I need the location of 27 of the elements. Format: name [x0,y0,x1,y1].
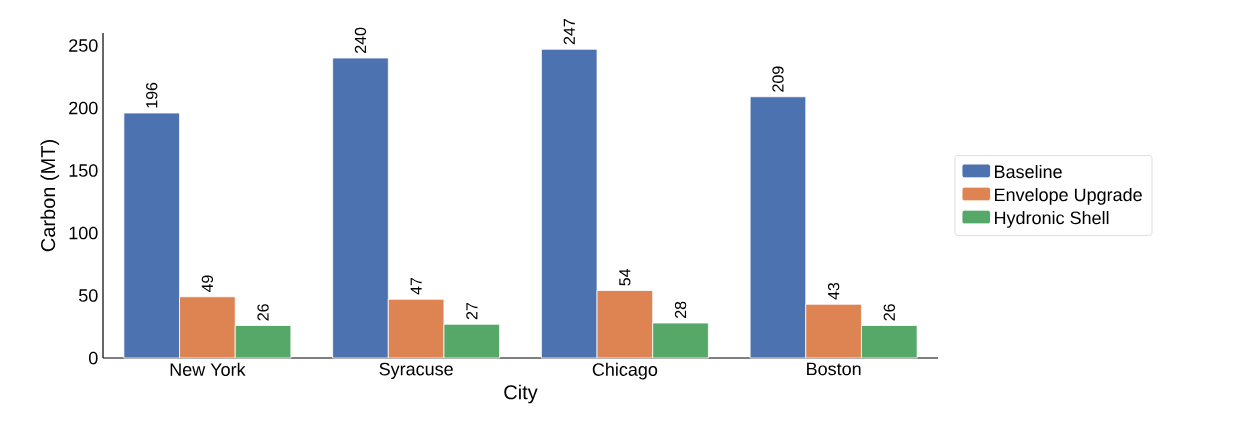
data-label: 240 [354,27,367,53]
legend-label: Baseline [995,164,1062,179]
y-axis-title: Carbon (MT) [40,140,60,252]
data-label: 28 [674,301,687,318]
data-label: 209 [772,66,784,92]
x-tick-label: Chicago [592,362,658,380]
y-tick-label: 0 [89,351,98,365]
data-label: 26 [883,304,895,321]
y-tick-label: 250 [69,39,98,52]
x-tick-label: Boston [807,362,861,376]
data-label: 54 [619,268,631,286]
y-tick-label: 200 [69,101,98,115]
data-label: 49 [201,275,214,293]
x-tick-label: Syracuse [379,362,453,380]
y-tick-label: 100 [69,226,98,240]
y-tick-label: 50 [78,289,98,302]
legend-label: Hydronic Shell [995,211,1109,228]
y-tick-label: 150 [69,164,98,177]
x-axis-title: City [504,384,538,404]
data-label: 43 [827,282,840,300]
data-label: 196 [146,82,158,108]
x-tick-label: New York [170,362,246,376]
legend-label: Envelope Upgrade [995,187,1142,205]
data-label: 47 [410,278,422,295]
data-label: 247 [563,19,575,45]
data-label: 26 [257,304,269,321]
data-label: 27 [466,303,478,320]
